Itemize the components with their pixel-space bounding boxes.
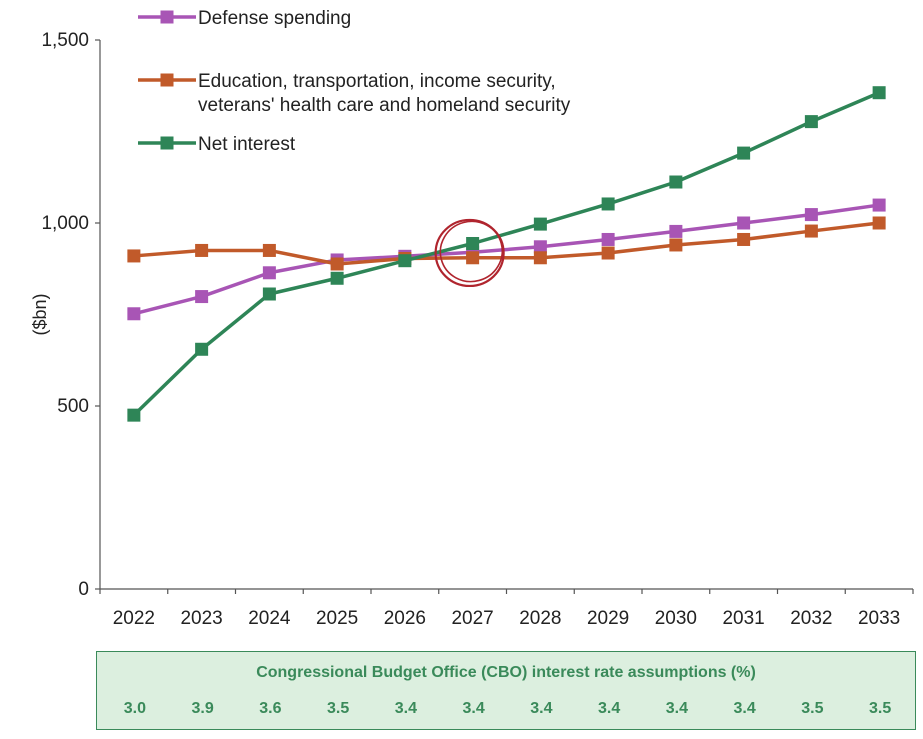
chart-legend: Defense spending Education, transportatio… <box>138 8 571 155</box>
series-line <box>133 221 880 266</box>
cbo-rate-value: 3.4 <box>598 700 621 717</box>
data-point <box>601 246 615 260</box>
data-point <box>804 115 818 129</box>
data-point <box>195 243 209 257</box>
data-point <box>737 146 751 160</box>
y-tick-label: 500 <box>57 396 89 417</box>
data-point <box>466 236 480 250</box>
series-line <box>132 91 880 417</box>
x-tick-label: 2023 <box>180 608 222 629</box>
data-point <box>804 224 818 238</box>
cbo-rate-value: 3.5 <box>327 700 350 717</box>
series-2 <box>127 86 886 422</box>
cbo-rate-value: 3.4 <box>462 700 485 717</box>
x-tick-label: 2029 <box>587 608 629 629</box>
cbo-interest-rate-table: Congressional Budget Office (CBO) intere… <box>96 651 916 730</box>
x-tick-label: 2028 <box>519 608 561 629</box>
x-tick-label: 2033 <box>858 608 900 629</box>
x-tick-label: 2032 <box>790 608 832 629</box>
legend-label: Education, transportation, income securi… <box>198 71 556 92</box>
data-point <box>737 232 751 246</box>
x-tick-label: 2030 <box>655 608 697 629</box>
legend-label: veterans' health care and homeland secur… <box>198 95 571 116</box>
data-point <box>127 408 141 422</box>
legend-swatch-marker <box>160 10 174 24</box>
data-point <box>533 240 547 254</box>
y-tick-label: 1,000 <box>41 213 89 234</box>
data-point <box>398 254 412 268</box>
legend-label: Net interest <box>198 134 296 155</box>
cbo-rate-value: 3.4 <box>665 700 688 717</box>
data-point <box>262 287 276 301</box>
data-point <box>872 216 886 230</box>
data-point <box>127 249 141 263</box>
data-point <box>127 307 141 321</box>
data-point <box>872 198 886 212</box>
data-point <box>669 238 683 252</box>
data-point <box>737 216 751 230</box>
line-chart: 0 500 1,000 1,500 2022 2023 2024 2025 2026 2027 20… <box>30 8 914 629</box>
legend-swatch-marker <box>160 73 174 87</box>
data-point <box>872 86 886 100</box>
cbo-rate-value: 3.9 <box>191 700 214 717</box>
data-point <box>533 251 547 265</box>
cbo-rate-value: 3.4 <box>394 700 417 717</box>
series-line <box>133 203 880 316</box>
x-tick-label: 2026 <box>384 608 426 629</box>
cbo-table-values: 3.0 3.9 3.6 3.5 3.4 3.4 3.4 3.4 3.4 3.4 3.5 3.5 <box>97 700 915 722</box>
highlight-circle <box>434 218 505 288</box>
series-1 <box>127 216 886 271</box>
x-tick-label: 2022 <box>113 608 155 629</box>
cbo-table-title: Congressional Budget Office (CBO) intere… <box>256 664 756 681</box>
data-point <box>330 271 344 285</box>
x-tick-label: 2031 <box>722 608 764 629</box>
data-point <box>330 257 344 271</box>
cbo-rate-value: 3.0 <box>123 700 146 717</box>
chart-axes: 0 500 1,000 1,500 2022 2023 2024 2025 2026 2027 20… <box>30 30 914 629</box>
y-tick-label: 1,500 <box>41 30 89 51</box>
x-tick-label: 2025 <box>316 608 358 629</box>
data-point <box>669 224 683 238</box>
x-tick-label: 2027 <box>451 608 493 629</box>
cbo-rate-value: 3.5 <box>869 700 892 717</box>
data-point <box>262 243 276 257</box>
cbo-rate-value: 3.6 <box>259 700 282 717</box>
data-point <box>262 266 276 280</box>
data-point <box>195 342 209 356</box>
legend-swatch-marker <box>160 136 174 150</box>
data-point <box>195 290 209 304</box>
cbo-rate-value: 3.5 <box>801 700 824 717</box>
data-point <box>804 208 818 222</box>
data-point <box>669 175 683 189</box>
chart-series <box>127 86 886 422</box>
y-tick-label: 0 <box>78 579 89 600</box>
y-axis-label: ($bn) <box>30 293 50 335</box>
chart-annotation <box>434 218 505 288</box>
data-point <box>533 217 547 231</box>
cbo-rate-value: 3.4 <box>530 700 553 717</box>
legend-label: Defense spending <box>198 8 351 29</box>
x-tick-label: 2024 <box>248 608 291 629</box>
data-point <box>466 251 480 265</box>
cbo-rate-value: 3.4 <box>733 700 756 717</box>
data-point <box>601 232 615 246</box>
data-point <box>601 197 615 211</box>
highlight-circle-stroke <box>439 220 504 283</box>
